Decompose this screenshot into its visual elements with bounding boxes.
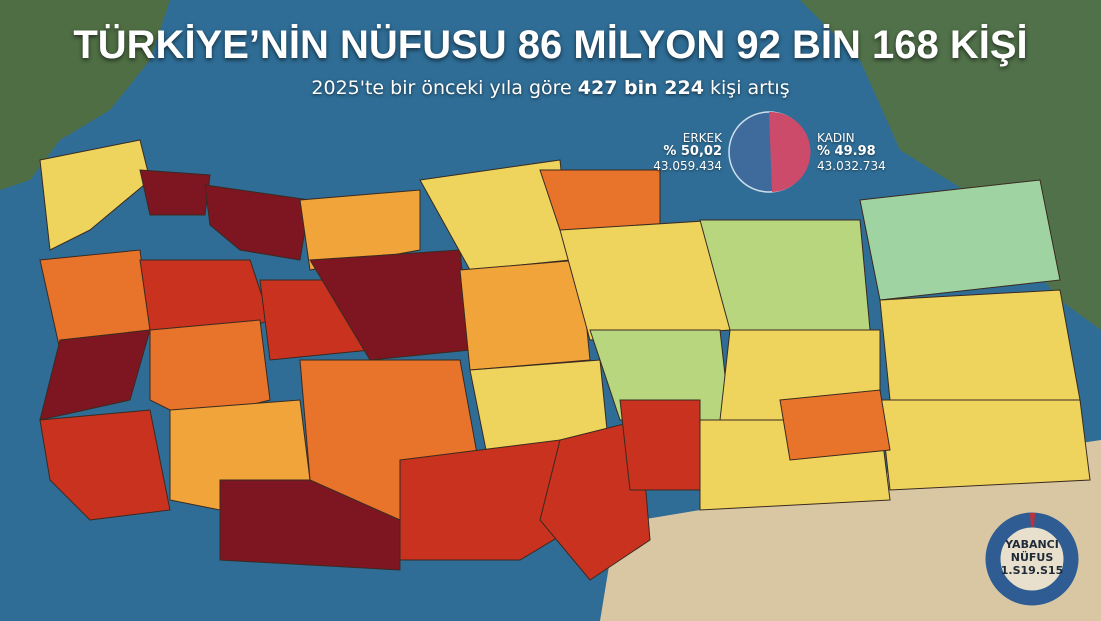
subtitle: 2025'te bir önceki yıla göre 427 bin 224… [0,76,1101,100]
foreign-donut [985,512,1079,606]
subtitle-prefix: 2025'te bir önceki yıla göre [311,77,572,99]
male-label: ERKEK [682,131,722,145]
province-region [859,179,1061,301]
foreign-count: 1.S19.S15 [1000,564,1064,577]
province-region [39,139,151,251]
province-region [299,189,421,271]
female-count: 43.032.734 [817,159,886,173]
male-stat: ERKEK % 50,02 43.059.434 [630,131,722,173]
province-region [39,329,151,421]
foreign-line2: NÜFUS [1010,551,1054,564]
province-region [539,169,661,231]
province-region [699,219,871,331]
province-region [619,399,701,491]
female-stat: KADIN % 49.98 43.032.734 [817,131,917,173]
foreign-population-label: YABANCI NÜFUS 1.S19.S15 [992,538,1072,577]
foreign-line1: YABANCI [1005,538,1059,551]
pie-slice-female [769,111,811,192]
subtitle-highlight: 427 bin 224 [577,77,704,99]
province-region [779,389,891,461]
province-region [879,399,1091,491]
province-region [459,259,591,371]
page-title: TÜRKİYE’NİN NÜFUSU 86 MİLYON 92 BİN 168 … [73,23,1028,67]
province-region [204,184,311,261]
gender-pie [728,111,811,193]
province-region [39,409,171,521]
province-region [139,169,211,216]
subtitle-suffix: kişi artış [710,77,790,99]
page-title-container: TÜRKİYE’NİN NÜFUSU 86 MİLYON 92 BİN 168 … [0,22,1101,70]
female-label: KADIN [817,131,855,145]
province-region [879,289,1081,401]
balkans-land [0,0,170,190]
female-percent: % 49.98 [817,144,876,159]
provinces [39,139,1091,581]
donut-highlight [1030,513,1035,527]
male-count: 43.059.434 [653,159,722,173]
male-percent: % 50,02 [663,144,722,159]
